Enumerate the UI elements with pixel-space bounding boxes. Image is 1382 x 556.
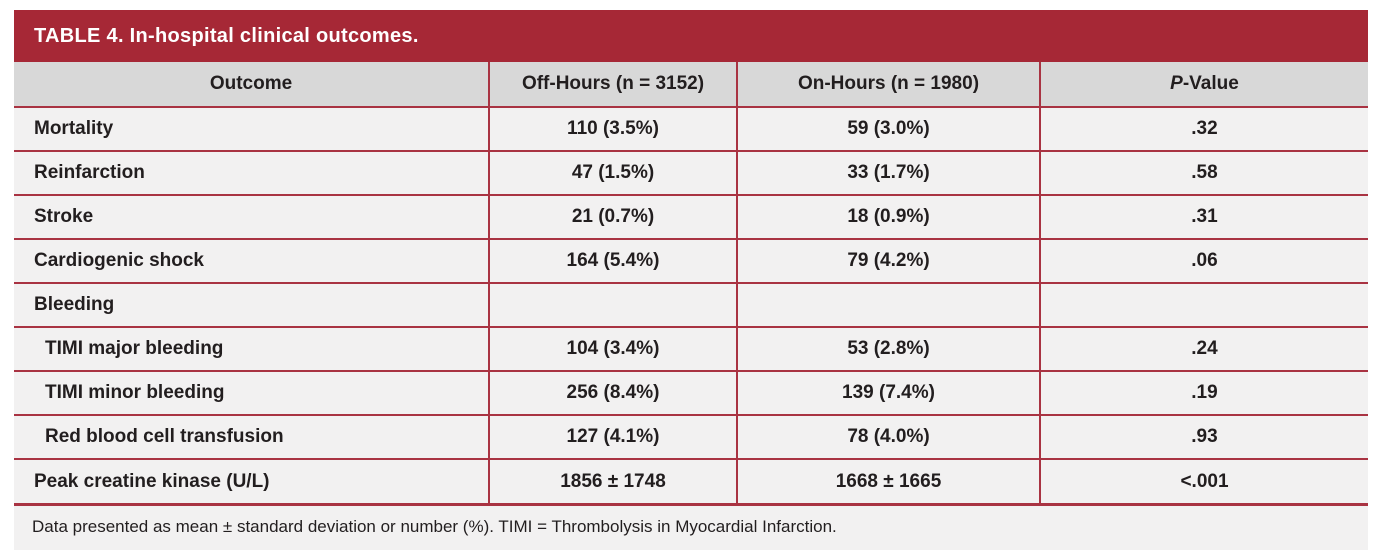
on-hours-value-cell: 79 (4.2%)	[736, 238, 1040, 283]
on-hours-value-cell	[736, 282, 1040, 327]
outcome-cell: Red blood cell transfusion	[14, 414, 489, 459]
table-row: Stroke 21 (0.7%) 18 (0.9%) .31	[14, 194, 1368, 239]
off-hours-value-cell: 256 (8.4%)	[488, 370, 737, 415]
table-row: Reinfarction 47 (1.5%) 33 (1.7%) .58	[14, 150, 1368, 195]
outcome-cell: Mortality	[14, 106, 489, 151]
column-header-outcome: Outcome	[14, 62, 489, 107]
table-row: Peak creatine kinase (U/L) 1856 ± 1748 166…	[14, 458, 1368, 503]
p-value-label-rest: -Value	[1182, 73, 1239, 94]
on-hours-value-cell: 59 (3.0%)	[736, 106, 1040, 151]
table-title: TABLE 4. In-hospital clinical outcomes.	[34, 24, 419, 47]
p-value-cell: .58	[1039, 150, 1368, 195]
table-row: TIMI major bleeding 104 (3.4%) 53 (2.8%) .2…	[14, 326, 1368, 371]
p-value-italic-p: P	[1170, 73, 1183, 94]
table-title-bar: TABLE 4. In-hospital clinical outcomes.	[14, 10, 1368, 62]
off-hours-value-cell: 1856 ± 1748	[488, 458, 737, 503]
on-hours-value-cell: 139 (7.4%)	[736, 370, 1040, 415]
on-hours-value-cell: 18 (0.9%)	[736, 194, 1040, 239]
p-value-cell: .06	[1039, 238, 1368, 283]
off-hours-value-cell: 164 (5.4%)	[488, 238, 737, 283]
on-hours-value-cell: 78 (4.0%)	[736, 414, 1040, 459]
on-hours-value-cell: 53 (2.8%)	[736, 326, 1040, 371]
table-row: TIMI minor bleeding 256 (8.4%) 139 (7.4%).…	[14, 370, 1368, 415]
table-row: Red blood cell transfusion 127 (4.1%) 78 (…	[14, 414, 1368, 459]
outcome-cell: TIMI major bleeding	[14, 326, 489, 371]
p-value-cell	[1039, 282, 1368, 327]
off-hours-value-cell	[488, 282, 737, 327]
table-row: Mortality 110 (3.5%) 59 (3.0%) .32	[14, 106, 1368, 151]
off-hours-value-cell: 104 (3.4%)	[488, 326, 737, 371]
table-footnote: Data presented as mean ± standard deviat…	[14, 503, 1368, 551]
outcome-cell: TIMI minor bleeding	[14, 370, 489, 415]
off-hours-value-cell: 21 (0.7%)	[488, 194, 737, 239]
off-hours-value-cell: 110 (3.5%)	[488, 106, 737, 151]
off-hours-value-cell: 127 (4.1%)	[488, 414, 737, 459]
p-value-cell: .32	[1039, 106, 1368, 151]
outcome-cell: Stroke	[14, 194, 489, 239]
p-value-cell: .31	[1039, 194, 1368, 239]
outcome-cell: Peak creatine kinase (U/L)	[14, 458, 489, 503]
off-hours-value-cell: 47 (1.5%)	[488, 150, 737, 195]
p-value-cell: .93	[1039, 414, 1368, 459]
column-header-on-hours: On-Hours (n = 1980)	[736, 62, 1040, 107]
column-header-off-hours: Off-Hours (n = 3152)	[488, 62, 737, 107]
column-header-p-value: P-Value	[1039, 62, 1368, 107]
table-row: Cardiogenic shock 164 (5.4%) 79 (4.2%) .06	[14, 238, 1368, 283]
clinical-outcomes-table: TABLE 4. In-hospital clinical outcomes. …	[14, 10, 1368, 551]
outcome-cell: Bleeding	[14, 282, 489, 327]
on-hours-value-cell: 1668 ± 1665	[736, 458, 1040, 503]
header-row: Outcome Off-Hours (n = 3152) On-Hours (n…	[14, 62, 1368, 107]
p-value-cell: <.001	[1039, 458, 1368, 503]
p-value-cell: .19	[1039, 370, 1368, 415]
outcome-cell: Cardiogenic shock	[14, 238, 489, 283]
outcome-cell: Reinfarction	[14, 150, 489, 195]
outcomes-data-table: Outcome Off-Hours (n = 3152) On-Hours (n…	[14, 62, 1368, 503]
on-hours-value-cell: 33 (1.7%)	[736, 150, 1040, 195]
table-row: Bleeding	[14, 282, 1368, 327]
p-value-cell: .24	[1039, 326, 1368, 371]
